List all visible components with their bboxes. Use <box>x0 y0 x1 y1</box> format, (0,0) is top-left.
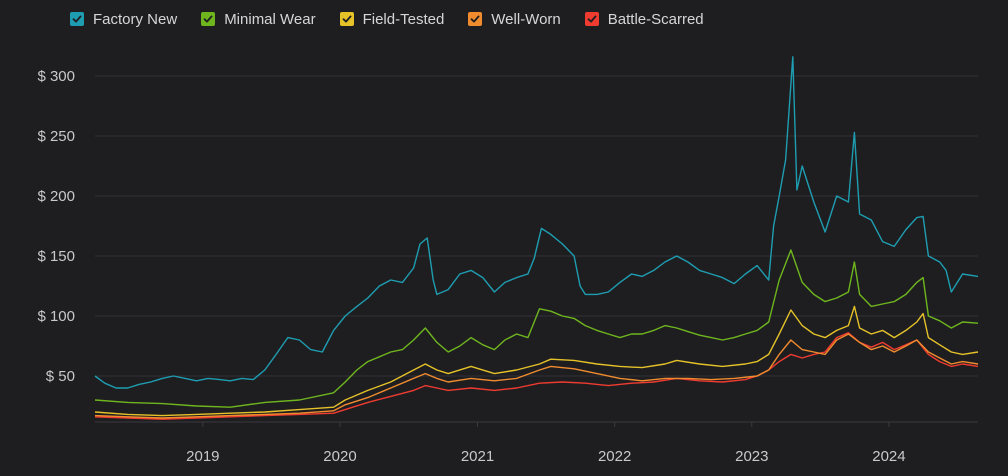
series-line-battle-scarred <box>94 332 979 420</box>
legend-item-field-tested[interactable]: Field-Tested <box>339 10 445 28</box>
x-tick-label: 2019 <box>186 448 219 465</box>
chart-legend: Factory New Minimal Wear Field-Tested Well-… <box>70 8 704 30</box>
legend-item-battle-scarred[interactable]: Battle-Scarred <box>584 10 704 28</box>
checkbox-icon[interactable] <box>339 12 354 26</box>
x-tick-label: 2021 <box>461 448 494 465</box>
y-tick-label: $ 300 <box>37 68 75 85</box>
legend-item-factory-new[interactable]: Factory New <box>70 11 177 28</box>
checkbox-icon[interactable] <box>70 12 84 26</box>
series-line-field-tested <box>94 305 979 417</box>
x-tick-label: 2020 <box>323 448 356 465</box>
checkbox-icon[interactable] <box>468 12 483 26</box>
series-line-minimal-wear <box>94 249 979 408</box>
y-tick-label: $ 150 <box>37 248 75 265</box>
legend-label: Battle-Scarred <box>607 10 704 28</box>
checkbox-icon[interactable] <box>584 12 599 26</box>
legend-item-well-worn[interactable]: Well-Worn <box>468 10 561 28</box>
legend-label: Factory New <box>93 10 178 28</box>
y-tick-label: $ 250 <box>37 128 75 145</box>
x-tick-label: 2022 <box>598 448 631 465</box>
series-line-well-worn <box>94 333 979 419</box>
y-tick-label: $ 100 <box>37 308 75 325</box>
legend-item-minimal-wear[interactable]: Minimal Wear <box>201 10 316 28</box>
y-tick-label: $ 200 <box>37 188 75 205</box>
legend-label: Well-Worn <box>491 10 561 28</box>
x-tick-label: 2024 <box>872 448 905 465</box>
legend-label: Field-Tested <box>362 10 445 28</box>
checkbox-icon[interactable] <box>201 12 216 26</box>
y-tick-label: $ 50 <box>46 368 75 385</box>
series-line-factory-new <box>94 56 979 389</box>
x-tick-label: 2023 <box>735 448 768 465</box>
legend-label: Minimal Wear <box>224 10 316 28</box>
